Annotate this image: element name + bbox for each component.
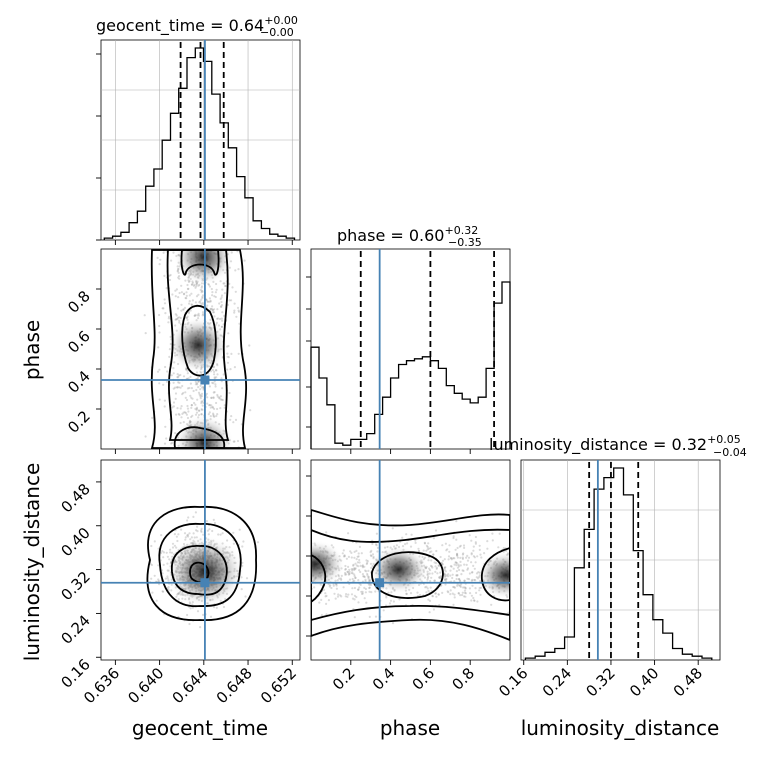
- ytick-label-luminosity_distance-0.40: 0.40: [57, 524, 93, 560]
- xlabel-phase: phase: [380, 716, 440, 740]
- title-phase: phase = 0.60+0.32: [337, 224, 478, 245]
- histogram-luminosity_distance: [524, 467, 713, 660]
- contour-inner-mid-10: [181, 305, 217, 377]
- contour-inner-bottom-10: [173, 426, 226, 449]
- contour-mid-20: [158, 522, 242, 608]
- xtick-label-geocent_time-0.644: 0.644: [169, 664, 212, 707]
- xtick-label-diag-0.32: 0.32: [582, 664, 618, 700]
- panel-geocent_time-hist: [96, 39, 301, 245]
- title-luminosity_distance-sub: −0.04: [713, 446, 747, 459]
- truth-marker-10: [200, 375, 210, 385]
- contour-outer-10: [150, 249, 247, 449]
- xlabel-geocent_time: geocent_time: [132, 716, 268, 740]
- xtick-label-phase-0.4: 0.4: [369, 664, 399, 694]
- truth-marker-21: [375, 578, 385, 588]
- contour-inner-mid-21: [371, 551, 444, 599]
- panel-phase-vs-geocent_time: [96, 248, 301, 454]
- xticks-luminosity_distance: 0.16 0.24 0.32 0.40 0.48: [495, 664, 706, 700]
- ylabel-phase: phase: [20, 320, 44, 380]
- xtick-label-phase-0.8: 0.8: [448, 664, 478, 694]
- panel-luminosity_distance-vs-phase: [306, 459, 511, 665]
- xtick-label-diag-0.48: 0.48: [670, 664, 706, 700]
- histogram-phase: [310, 281, 511, 449]
- truth-marker-20: [200, 578, 210, 588]
- ytick-label-phase-0.6: 0.6: [64, 327, 94, 357]
- ytick-label-luminosity_distance-0.24: 0.24: [57, 612, 93, 648]
- xticks-geocent_time: 0.636 0.640 0.644 0.648 0.652: [80, 664, 300, 707]
- density-peak-luminosity_distance_vs_phase-0: [311, 540, 345, 589]
- xtick-label-geocent_time-0.652: 0.652: [257, 664, 300, 707]
- xtick-label-diag-0.40: 0.40: [626, 664, 662, 700]
- contour-core-20: [189, 561, 210, 584]
- contour-inner-right-21: [481, 547, 510, 602]
- contour-inner-top-10: [180, 249, 220, 276]
- yticks-phase: 0.2 0.4 0.6 0.8: [64, 287, 94, 437]
- title-luminosity_distance: luminosity_distance = 0.32+0.05: [489, 433, 741, 455]
- xtick-label-phase-0.2: 0.2: [329, 664, 359, 694]
- contour-outer-21: [311, 509, 510, 641]
- xlabel-luminosity_distance: luminosity_distance: [521, 716, 720, 740]
- ylabel-luminosity_distance: luminosity_distance: [20, 463, 44, 662]
- contour-outer-20: [146, 505, 257, 621]
- xtick-label-phase-0.6: 0.6: [409, 664, 439, 694]
- panel-luminosity_distance-vs-geocent_time: [96, 459, 301, 665]
- density-peak-phase_vs_geocent_time-1: [168, 317, 229, 373]
- title-phase-sub: −0.35: [448, 236, 482, 249]
- xtick-label-diag-0.16: 0.16: [495, 664, 531, 700]
- ytick-label-luminosity_distance-0.48: 0.48: [57, 480, 93, 516]
- contour-mid-10: [166, 249, 230, 441]
- title-geocent_time-sub: −0.00: [260, 26, 294, 39]
- ytick-label-phase-0.2: 0.2: [64, 407, 94, 437]
- yticks-luminosity_distance: 0.160.240.320.400.48: [57, 480, 93, 692]
- panel-luminosity_distance-hist: [520, 459, 721, 665]
- xtick-label-diag-0.24: 0.24: [539, 664, 575, 700]
- ytick-label-phase-0.4: 0.4: [64, 367, 94, 397]
- xtick-label-geocent_time-0.648: 0.648: [213, 664, 256, 707]
- xtick-label-geocent_time-0.640: 0.640: [124, 664, 167, 707]
- panel-phase-hist: [306, 248, 511, 454]
- ytick-label-luminosity_distance-0.32: 0.32: [57, 568, 93, 604]
- ytick-label-phase-0.8: 0.8: [64, 287, 94, 317]
- title-geocent_time: geocent_time = 0.64+0.00: [96, 14, 298, 36]
- histogram-geocent_time: [103, 47, 296, 240]
- contour-inner-20: [171, 545, 228, 596]
- xticks-phase: 0.2 0.4 0.6 0.8: [329, 664, 478, 694]
- contour-inner-left-21: [311, 554, 327, 604]
